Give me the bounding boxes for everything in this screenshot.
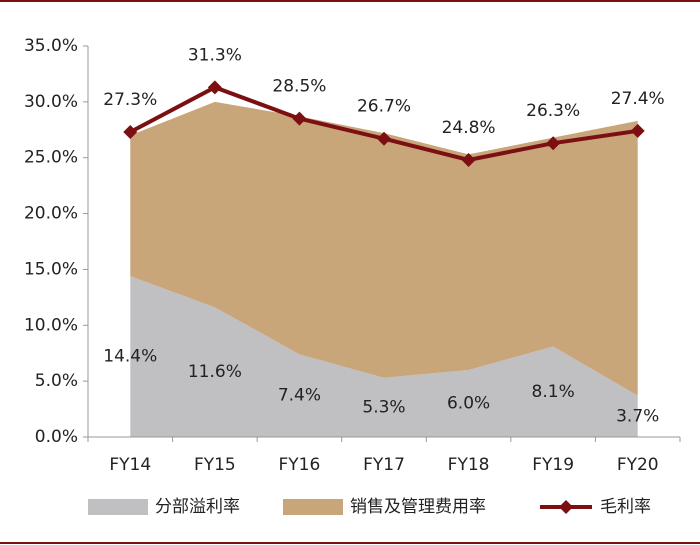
x-tick-label: FY16 [279, 455, 321, 475]
data-label: 7.4% [278, 386, 321, 406]
y-tick-label: 5.0% [35, 371, 78, 391]
legend-marker [559, 500, 573, 514]
x-tick-label: FY18 [448, 455, 490, 475]
x-tick-label: FY20 [617, 455, 659, 475]
data-label: 5.3% [362, 397, 405, 417]
y-tick-label: 0.0% [35, 427, 78, 447]
legend-label: 分部溢利率 [155, 497, 240, 517]
data-label: 28.5% [272, 77, 326, 97]
marker [630, 123, 645, 138]
y-tick-label: 15.0% [24, 259, 78, 279]
marker [546, 136, 561, 151]
y-tick-label: 20.0% [24, 204, 78, 224]
marker [123, 125, 138, 140]
data-label: 26.3% [526, 101, 580, 121]
data-label: 24.8% [442, 118, 496, 138]
y-tick-label: 30.0% [24, 92, 78, 112]
data-label: 26.7% [357, 97, 411, 117]
x-tick-label: FY15 [194, 455, 236, 475]
data-label: 3.7% [616, 406, 659, 426]
legend-swatch [283, 499, 343, 515]
x-tick-label: FY17 [363, 455, 405, 475]
data-label: 8.1% [532, 382, 575, 402]
data-label: 31.3% [188, 45, 242, 65]
marker [292, 111, 307, 126]
legend-label: 销售及管理费用率 [350, 497, 486, 517]
marker [207, 80, 222, 95]
marker [461, 152, 476, 167]
area [130, 101, 638, 396]
y-tick-label: 25.0% [24, 148, 78, 168]
marker [377, 131, 391, 146]
y-tick-label: 10.0% [24, 315, 78, 335]
y-tick-label: 35.0% [24, 36, 78, 56]
data-label: 27.3% [103, 90, 157, 110]
data-label: 14.4% [103, 347, 157, 367]
data-label: 27.4% [611, 89, 665, 109]
legend-swatch [88, 499, 148, 515]
x-tick-label: FY14 [109, 455, 151, 475]
legend-label: 毛利率 [600, 497, 651, 517]
area [130, 276, 638, 437]
x-tick-label: FY19 [532, 455, 574, 475]
data-label: 11.6% [188, 362, 242, 382]
data-label: 6.0% [447, 393, 490, 413]
